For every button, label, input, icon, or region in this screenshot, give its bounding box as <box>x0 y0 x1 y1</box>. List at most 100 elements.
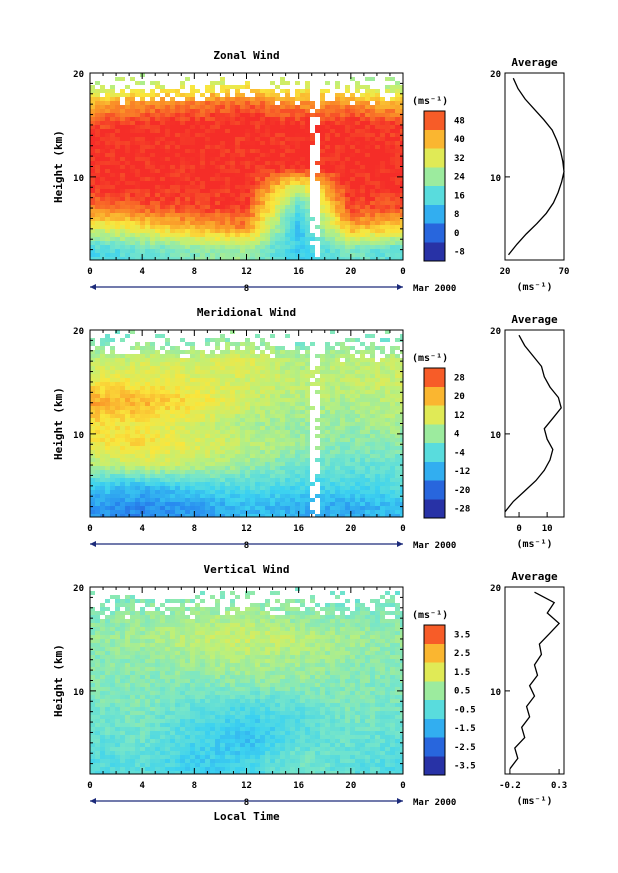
heatmap-cell <box>140 446 145 450</box>
heatmap-cell <box>325 217 330 221</box>
heatmap-cell <box>360 229 365 233</box>
heatmap-cell <box>225 145 230 149</box>
heatmap-cell <box>390 97 395 101</box>
heatmap-cell <box>275 89 280 93</box>
heatmap-cell <box>255 350 260 354</box>
heatmap-cell <box>380 121 385 125</box>
heatmap-cell <box>215 422 220 426</box>
heatmap-cell <box>115 237 120 241</box>
heatmap-cell <box>90 346 95 350</box>
heatmap-cell <box>335 169 340 173</box>
average-frame <box>504 72 565 261</box>
heatmap-cell <box>360 141 365 145</box>
heatmap-cell <box>140 141 145 145</box>
heatmap-cell <box>280 233 285 237</box>
heatmap-cell <box>295 157 300 161</box>
heatmap-cell <box>205 494 210 498</box>
heatmap-cell <box>175 490 180 494</box>
heatmap-field <box>90 330 403 517</box>
heatmap-cell <box>160 390 165 394</box>
heatmap-cell <box>230 113 235 117</box>
heatmap-cell <box>165 85 170 89</box>
heatmap-cell <box>95 382 100 386</box>
heatmap-cell <box>160 89 165 93</box>
heatmap-cell <box>155 402 160 406</box>
heatmap-cell <box>145 386 150 390</box>
heatmap-cell <box>190 137 195 141</box>
heatmap-cell <box>180 502 185 506</box>
heatmap-cell <box>190 205 195 209</box>
heatmap-cell <box>390 149 395 153</box>
heatmap-cell <box>175 145 180 149</box>
heatmap-cell <box>95 498 100 502</box>
heatmap-cell <box>335 133 340 137</box>
heatmap-cell <box>165 97 170 101</box>
heatmap-cell <box>115 358 120 362</box>
heatmap-cell <box>135 446 140 450</box>
heatmap-cell <box>385 197 390 201</box>
heatmap-cell <box>240 193 245 197</box>
heatmap-cell <box>160 466 165 470</box>
heatmap-cell <box>100 241 105 245</box>
heatmap-cell <box>145 209 150 213</box>
heatmap-cell <box>350 229 355 233</box>
heatmap-cell <box>240 101 245 105</box>
heatmap-cell <box>350 149 355 153</box>
heatmap-cell <box>230 181 235 185</box>
heatmap-cell <box>100 109 105 113</box>
heatmap-cell <box>95 434 100 438</box>
heatmap-cell <box>135 217 140 221</box>
heatmap-cell <box>340 249 345 253</box>
heatmap-cell <box>200 129 205 133</box>
heatmap-cell <box>230 153 235 157</box>
heatmap-cell <box>90 438 95 442</box>
heatmap-cell <box>370 161 375 165</box>
heatmap-cell <box>385 157 390 161</box>
heatmap-cell <box>210 474 215 478</box>
heatmap-cell <box>200 446 205 450</box>
heatmap-cell <box>210 390 215 394</box>
heatmap-cell <box>370 169 375 173</box>
heatmap-cell <box>205 245 210 249</box>
heatmap-cell <box>280 153 285 157</box>
heatmap-cell <box>245 189 250 193</box>
heatmap-cell <box>200 145 205 149</box>
heatmap-cell <box>380 73 385 77</box>
heatmap-cell <box>160 181 165 185</box>
heatmap-cell <box>285 418 290 422</box>
heatmap-cell <box>210 97 215 101</box>
heatmap-cell <box>345 201 350 205</box>
heatmap-cell <box>265 406 270 410</box>
heatmap-cell <box>140 177 145 181</box>
heatmap-cell <box>195 177 200 181</box>
heatmap-cell <box>190 414 195 418</box>
heatmap-cell <box>245 454 250 458</box>
heatmap-cell <box>155 161 160 165</box>
heatmap-cell <box>215 97 220 101</box>
heatmap-cell <box>160 97 165 101</box>
heatmap-cell <box>275 257 280 260</box>
heatmap-cell <box>150 177 155 181</box>
heatmap-cell <box>145 185 150 189</box>
heatmap-cell <box>355 73 360 77</box>
heatmap-cell <box>170 237 175 241</box>
heatmap-cell <box>315 89 320 93</box>
heatmap-cell <box>155 450 160 454</box>
heatmap-cell <box>245 161 250 165</box>
heatmap-cell <box>210 510 215 514</box>
heatmap-cell <box>275 386 280 390</box>
heatmap-cell <box>275 81 280 85</box>
heatmap-cell <box>340 189 345 193</box>
heatmap-cell <box>125 370 130 374</box>
heatmap-cell <box>240 494 245 498</box>
heatmap-cell <box>130 354 135 358</box>
heatmap-cell <box>140 113 145 117</box>
heatmap-cell <box>290 245 295 249</box>
heatmap-cell <box>285 133 290 137</box>
heatmap-cell <box>165 253 170 257</box>
heatmap-cell <box>320 237 325 241</box>
heatmap-cell <box>115 442 120 446</box>
heatmap-cell <box>135 117 140 121</box>
heatmap-cell <box>155 378 160 382</box>
heatmap-cell <box>300 93 305 97</box>
